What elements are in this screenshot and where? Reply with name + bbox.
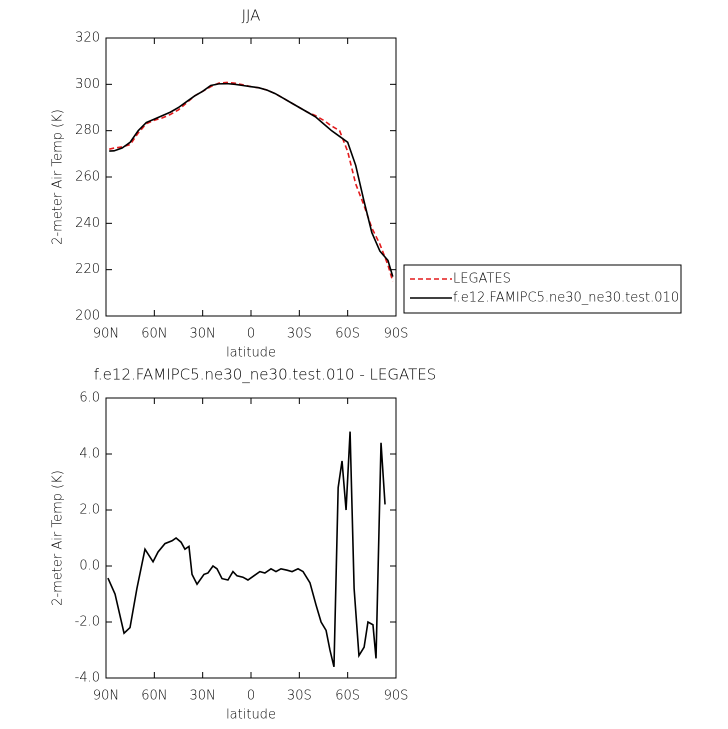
chart-title: f.e12.FAMIPC5.ne30_ne30.test.010 - LEGAT…: [94, 366, 437, 384]
x-tick-label: 60N: [141, 689, 167, 704]
x-tick-label: 90N: [93, 327, 119, 342]
y-axis-label: 2-meter Air Temp (K): [51, 109, 66, 245]
x-tick-label: 60S: [335, 327, 360, 342]
x-tick-label: 60N: [141, 327, 167, 342]
y-tick-label: 320: [75, 31, 100, 46]
data-line: [107, 431, 386, 667]
y-tick-label: 220: [75, 262, 100, 277]
x-tick-label: 90N: [93, 689, 119, 704]
x-tick-label: 30S: [287, 689, 312, 704]
y-tick-label: 200: [75, 309, 100, 324]
x-tick-label: 0: [247, 689, 255, 704]
y-tick-label: 240: [75, 216, 100, 231]
y-tick-label: 260: [75, 170, 100, 185]
y-tick-label: 300: [75, 77, 100, 92]
x-axis-label: latitude: [226, 708, 276, 723]
legend-box: [403, 264, 682, 314]
y-tick-label: 4.0: [79, 447, 100, 462]
x-tick-label: 30N: [190, 327, 216, 342]
x-tick-label: 0: [247, 327, 255, 342]
legend-label: LEGATES: [453, 272, 511, 287]
data-line: [109, 82, 394, 277]
x-tick-label: 90S: [384, 689, 409, 704]
x-tick-label: 60S: [335, 689, 360, 704]
chart-title: JJA: [242, 7, 261, 25]
x-tick-label: 30N: [190, 689, 216, 704]
y-tick-label: 0.0: [79, 559, 100, 574]
y-tick-label: -2.0: [75, 615, 100, 630]
y-tick-label: 6.0: [79, 391, 100, 406]
x-tick-label: 90S: [384, 327, 409, 342]
x-tick-label: 30S: [287, 327, 312, 342]
legend-label: f.e12.FAMIPC5.ne30_ne30.test.010: [453, 291, 679, 306]
plot-frame: [105, 37, 397, 317]
y-tick-label: 2.0: [79, 503, 100, 518]
y-axis-label: 2-meter Air Temp (K): [51, 470, 66, 606]
y-tick-label: 280: [75, 123, 100, 138]
data-line: [109, 81, 394, 282]
x-axis-label: latitude: [226, 346, 276, 361]
y-tick-label: -4.0: [75, 671, 100, 686]
